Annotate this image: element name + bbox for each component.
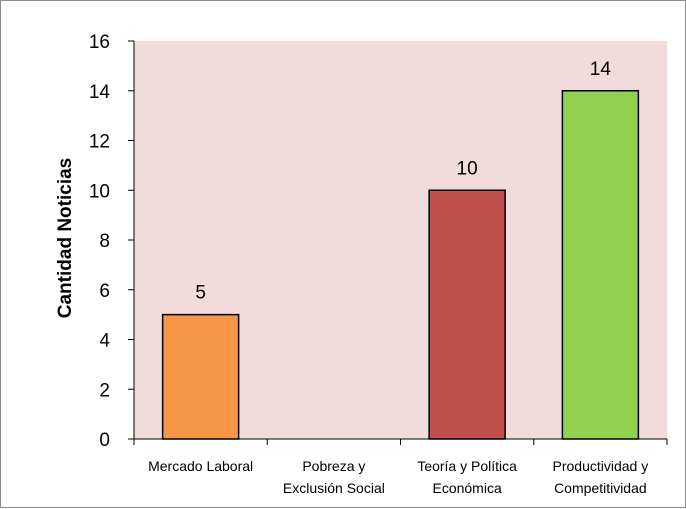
- y-tick-label: 8: [99, 231, 110, 252]
- category-label: Pobreza y Exclusión Social: [283, 458, 385, 496]
- category-label: Productividad y Competitividad: [553, 458, 649, 496]
- y-tick-label: 16: [89, 32, 110, 53]
- category-label-line: Competitividad: [554, 480, 647, 496]
- y-axis-title: Cantidad Noticias: [55, 158, 76, 318]
- category-label-line: Productividad y: [553, 458, 649, 474]
- y-tick-label: 14: [89, 82, 111, 103]
- category-label-line: Pobreza y: [302, 458, 365, 474]
- y-tick-label: 10: [89, 181, 110, 202]
- data-label: 5: [195, 283, 206, 304]
- data-label: 14: [590, 59, 612, 80]
- bar: [561, 90, 640, 440]
- category-label: Teoría y Política Económica: [417, 458, 517, 496]
- category-label: Mercado Laboral: [148, 458, 253, 474]
- y-tick-label: 6: [99, 281, 110, 302]
- y-tick-label: 4: [99, 331, 110, 352]
- y-tick-label: 12: [89, 132, 110, 153]
- y-tick-label: 0: [99, 430, 110, 451]
- category-label-line: Mercado Laboral: [148, 458, 253, 474]
- category-label-line: Teoría y Política: [417, 458, 517, 474]
- bar: [428, 189, 506, 440]
- category-label-line: Económica: [432, 480, 501, 496]
- category-label-line: Exclusión Social: [283, 480, 385, 496]
- bar: [161, 313, 240, 440]
- data-label: 10: [457, 158, 478, 179]
- y-tick-label: 2: [99, 380, 110, 401]
